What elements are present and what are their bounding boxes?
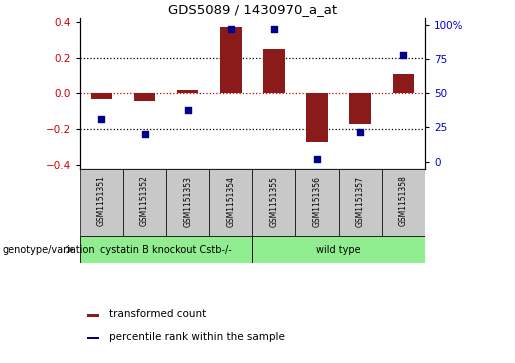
Point — [313, 156, 321, 162]
Text: GSM1151355: GSM1151355 — [269, 176, 279, 227]
Text: GSM1151353: GSM1151353 — [183, 176, 192, 227]
Text: genotype/variation: genotype/variation — [3, 245, 95, 254]
Bar — [252, 169, 296, 236]
Point — [97, 117, 106, 122]
Bar — [349, 94, 371, 124]
Text: cystatin B knockout Cstb-/-: cystatin B knockout Cstb-/- — [100, 245, 232, 254]
Text: GSM1151354: GSM1151354 — [226, 176, 235, 227]
Point — [399, 52, 407, 58]
Bar — [123, 169, 166, 236]
Point — [183, 107, 192, 113]
Title: GDS5089 / 1430970_a_at: GDS5089 / 1430970_a_at — [168, 3, 337, 16]
Text: percentile rank within the sample: percentile rank within the sample — [110, 332, 285, 342]
Point — [227, 26, 235, 32]
Bar — [382, 169, 425, 236]
Bar — [134, 94, 156, 101]
Text: GSM1151358: GSM1151358 — [399, 176, 408, 227]
Point — [356, 129, 364, 134]
Bar — [166, 169, 209, 236]
Point — [141, 131, 149, 137]
Text: wild type: wild type — [316, 245, 361, 254]
Bar — [306, 94, 328, 142]
Bar — [177, 90, 198, 94]
Bar — [87, 314, 99, 317]
Text: GSM1151357: GSM1151357 — [356, 176, 365, 227]
Bar — [91, 94, 112, 99]
Bar — [263, 49, 285, 94]
Bar — [296, 169, 339, 236]
Point — [270, 26, 278, 32]
Bar — [392, 74, 414, 94]
Text: GSM1151352: GSM1151352 — [140, 176, 149, 227]
Bar — [80, 236, 252, 263]
Bar — [339, 169, 382, 236]
Bar — [220, 27, 242, 94]
Text: GSM1151356: GSM1151356 — [313, 176, 321, 227]
Bar — [252, 236, 425, 263]
Text: transformed count: transformed count — [110, 309, 207, 319]
Bar — [209, 169, 252, 236]
Bar — [87, 337, 99, 339]
Bar — [80, 169, 123, 236]
Text: GSM1151351: GSM1151351 — [97, 176, 106, 227]
